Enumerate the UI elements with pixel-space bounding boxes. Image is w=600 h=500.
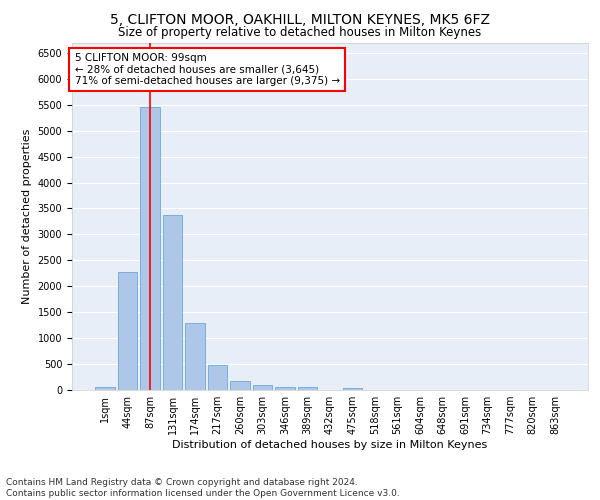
Text: 5, CLIFTON MOOR, OAKHILL, MILTON KEYNES, MK5 6FZ: 5, CLIFTON MOOR, OAKHILL, MILTON KEYNES,… <box>110 12 490 26</box>
Text: 5 CLIFTON MOOR: 99sqm
← 28% of detached houses are smaller (3,645)
71% of semi-d: 5 CLIFTON MOOR: 99sqm ← 28% of detached … <box>74 53 340 86</box>
Y-axis label: Number of detached properties: Number of detached properties <box>22 128 32 304</box>
Bar <box>95 387 115 390</box>
Bar <box>343 388 362 390</box>
Bar <box>208 365 227 390</box>
Bar <box>230 382 250 390</box>
Bar <box>185 322 205 390</box>
Bar <box>253 386 272 390</box>
Bar <box>275 387 295 390</box>
X-axis label: Distribution of detached houses by size in Milton Keynes: Distribution of detached houses by size … <box>172 440 488 450</box>
Text: Size of property relative to detached houses in Milton Keynes: Size of property relative to detached ho… <box>118 26 482 39</box>
Bar <box>298 387 317 390</box>
Bar <box>140 108 160 390</box>
Bar <box>163 214 182 390</box>
Text: Contains HM Land Registry data © Crown copyright and database right 2024.
Contai: Contains HM Land Registry data © Crown c… <box>6 478 400 498</box>
Bar <box>118 272 137 390</box>
